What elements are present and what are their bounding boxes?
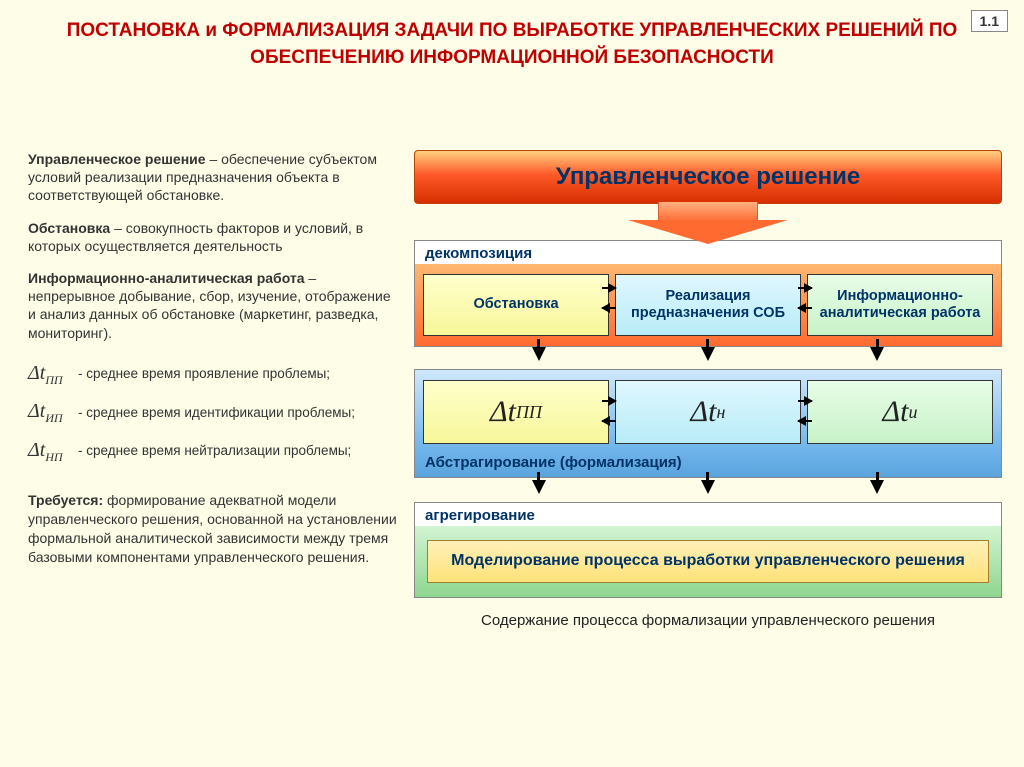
legend-text-3: - среднее время нейтрализации проблемы;: [78, 442, 398, 460]
def1-term: Управленческое решение: [28, 151, 206, 167]
decomposition-section: декомпозиция Обстановка Реализация предн…: [414, 240, 1002, 347]
decomposition-body: Обстановка Реализация предназначения СОБ…: [415, 264, 1001, 346]
v-arrow-3: [870, 347, 884, 361]
diagram: Управленческое решение декомпозиция Обст…: [414, 150, 1002, 629]
box-purpose: Реализация предназначения СОБ: [615, 274, 801, 336]
arrow-2-1-bot: [602, 307, 616, 309]
v-arrow-5: [701, 480, 715, 494]
page-title: ПОСТАНОВКА и ФОРМАЛИЗАЦИЯ ЗАДАЧИ ПО ВЫРА…: [0, 0, 1024, 71]
left-column: Управленческое решение – обеспечение суб…: [28, 150, 398, 567]
definition-1: Управленческое решение – обеспечение суб…: [28, 150, 398, 205]
box-environment: Обстановка: [423, 274, 609, 336]
arrow-dt-1-2-top: [602, 400, 616, 402]
dt-box-1: ΔtПП: [423, 380, 609, 444]
legend-symbol-1: ΔtПП: [28, 360, 78, 389]
arrow-dt-3-2-bot: [798, 420, 812, 422]
legend-row-1: ΔtПП - среднее время проявление проблемы…: [28, 360, 398, 389]
def3-term: Информационно-аналитическая работа: [28, 270, 305, 286]
model-box: Моделирование процесса выработки управле…: [427, 540, 989, 583]
v-arrow-6: [870, 480, 884, 494]
arrows-abstr-to-aggr: [414, 480, 1002, 504]
aggregation-label: агрегирование: [415, 503, 1001, 526]
decomposition-label: декомпозиция: [415, 241, 1001, 264]
definition-3: Информационно-аналитическая работа – неп…: [28, 269, 398, 342]
requirement-term: Требуется:: [28, 492, 103, 508]
arrow-dt-2-3-top: [798, 400, 812, 402]
def2-term: Обстановка: [28, 220, 110, 236]
legend-symbol-3: ΔtНП: [28, 437, 78, 466]
abstraction-section: ΔtПП Δtн Δtи Абстрагирование (формализац…: [414, 369, 1002, 478]
page-number: 1.1: [971, 10, 1008, 32]
big-arrow-head: [628, 220, 788, 244]
arrow-dt-2-1-bot: [602, 420, 616, 422]
dt-box-2: Δtн: [615, 380, 801, 444]
v-arrow-1: [532, 347, 546, 361]
legend: ΔtПП - среднее время проявление проблемы…: [28, 360, 398, 466]
top-box: Управленческое решение: [414, 150, 1002, 204]
dt-box-3: Δtи: [807, 380, 993, 444]
legend-row-3: ΔtНП - среднее время нейтрализации пробл…: [28, 437, 398, 466]
v-arrow-4: [532, 480, 546, 494]
legend-text-1: - среднее время проявление проблемы;: [78, 365, 398, 383]
arrow-3-2-bot: [798, 307, 812, 309]
arrows-decomp-to-abstr: [414, 347, 1002, 371]
aggregation-section: агрегирование Моделирование процесса выр…: [414, 502, 1002, 598]
definition-2: Обстановка – совокупность факторов и усл…: [28, 219, 398, 255]
v-arrow-2: [701, 347, 715, 361]
box-analytical: Информационно-аналитическая работа: [807, 274, 993, 336]
legend-row-2: ΔtИП - среднее время идентификации пробл…: [28, 398, 398, 427]
abstraction-body: ΔtПП Δtн Δtи: [415, 370, 1001, 450]
arrow-2-3-top: [798, 287, 812, 289]
aggregation-body: Моделирование процесса выработки управле…: [415, 526, 1001, 597]
legend-symbol-2: ΔtИП: [28, 398, 78, 427]
requirement: Требуется: формирование адекватной модел…: [28, 491, 398, 567]
big-arrow-stem: [658, 202, 758, 220]
arrow-1-2-top: [602, 287, 616, 289]
diagram-caption: Содержание процесса формализации управле…: [414, 612, 1002, 629]
legend-text-2: - среднее время идентификации проблемы;: [78, 404, 398, 422]
